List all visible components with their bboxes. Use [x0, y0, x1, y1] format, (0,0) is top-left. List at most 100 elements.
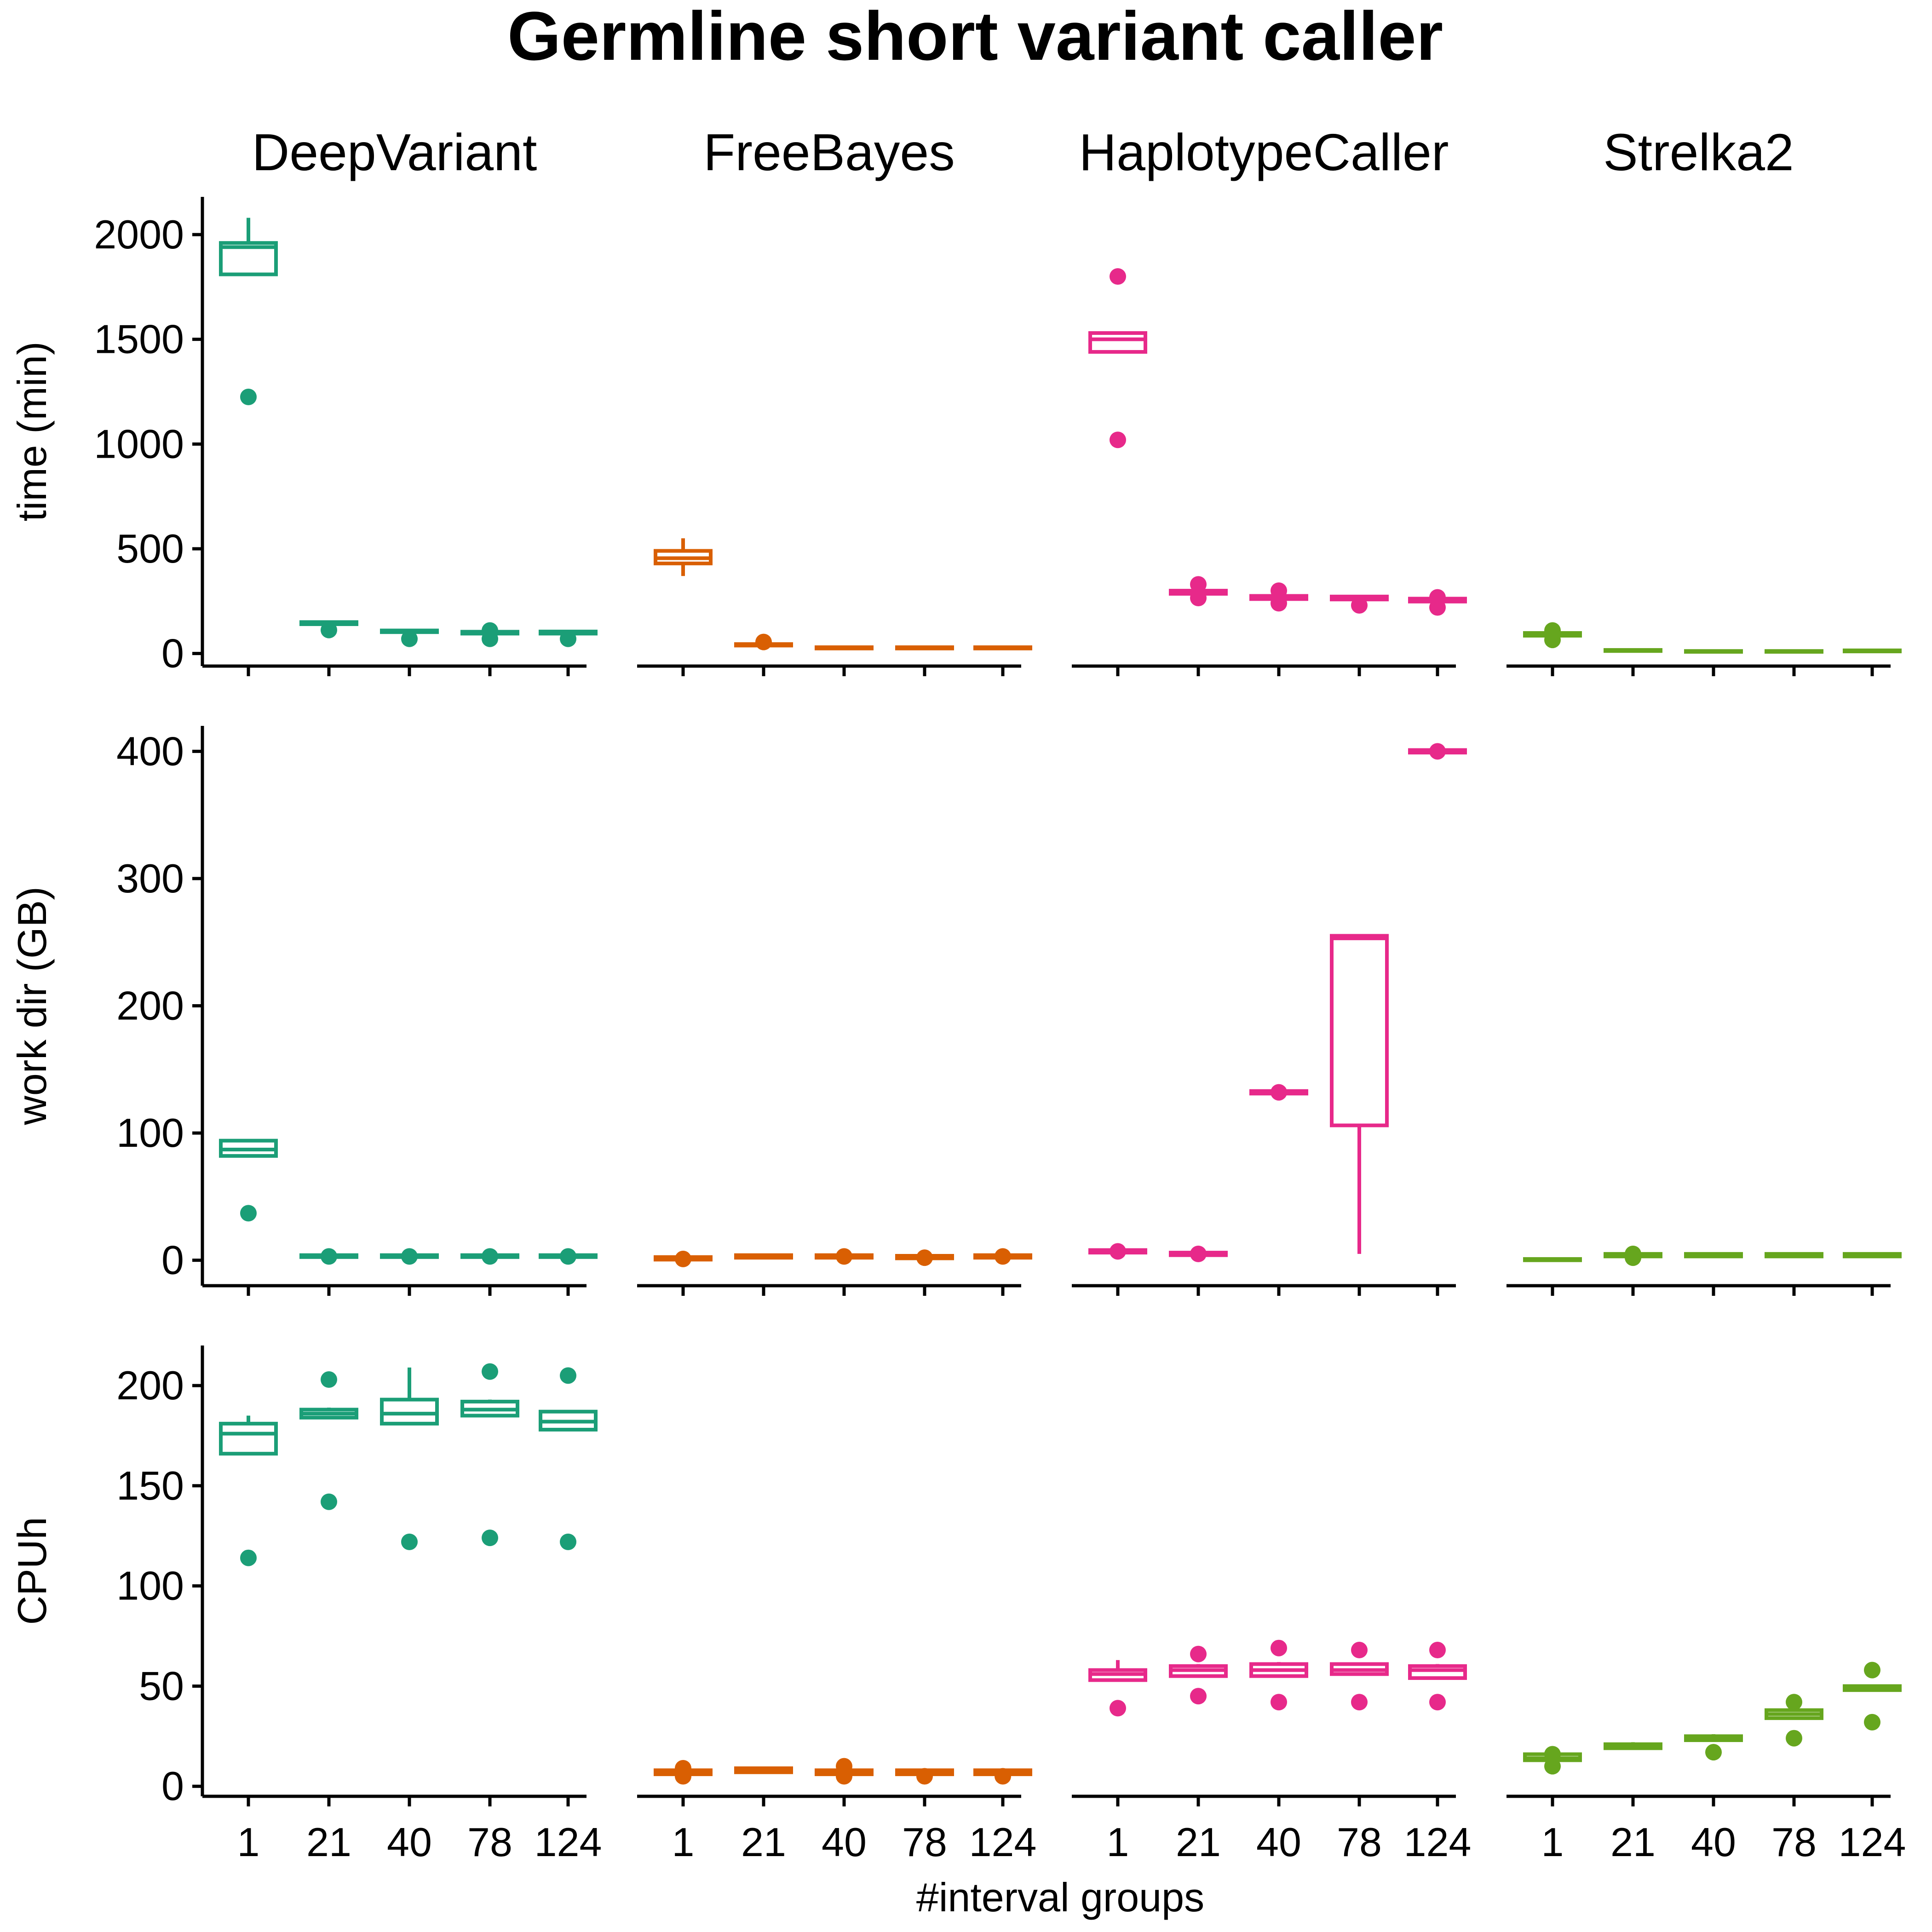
box-deepvariant-1	[219, 1138, 278, 1222]
x-tick-label: 40	[822, 1819, 867, 1865]
outlier-point	[321, 621, 337, 638]
box-iqr	[1408, 1664, 1467, 1680]
outlier-point	[240, 1549, 257, 1566]
box-strelka2-1	[1523, 622, 1582, 649]
panel-2-strelka2	[1506, 1662, 1902, 1806]
outlier-point	[1110, 1700, 1126, 1717]
y-tick-label: 200	[116, 983, 184, 1029]
box-freebayes-1	[654, 1250, 713, 1267]
outlier-point	[1864, 1714, 1880, 1731]
box-freebayes-1	[654, 538, 713, 576]
box-strelka2-40	[1684, 1734, 1743, 1761]
x-tick-label: 124	[1404, 1819, 1472, 1865]
y-tick-label: 100	[116, 1110, 184, 1156]
outlier-point	[1351, 1642, 1368, 1659]
box-freebayes-21	[734, 1253, 793, 1260]
facet-label-haplotypecaller: HaplotypeCaller	[1079, 123, 1449, 181]
box-deepvariant-1	[219, 218, 278, 405]
panel-1-deepvariant	[201, 726, 598, 1296]
outlier-point	[321, 1248, 337, 1265]
outlier-point	[1271, 595, 1287, 612]
y-axis-title: work dir (GB)	[9, 886, 55, 1125]
x-tick-label: 40	[387, 1819, 432, 1865]
box-haplotypecaller-1	[1088, 268, 1147, 448]
y-tick-label: 150	[116, 1463, 184, 1508]
panel-1-freebayes	[637, 1248, 1032, 1296]
outlier-point	[1786, 1694, 1802, 1711]
box-iqr	[1088, 331, 1147, 354]
box-deepvariant-78	[460, 622, 519, 647]
outlier-point	[916, 1249, 933, 1266]
y-tick-label: 400	[116, 728, 184, 774]
y-tick-label: 0	[161, 631, 184, 676]
box-deepvariant-21	[299, 620, 358, 638]
box-haplotypecaller-21	[1169, 1645, 1228, 1705]
box-deepvariant-124	[539, 1367, 598, 1550]
box-haplotypecaller-1	[1088, 1660, 1147, 1717]
outlier-point	[1429, 1642, 1446, 1659]
box-haplotypecaller-124	[1408, 743, 1467, 760]
outlier-point	[1705, 1744, 1722, 1761]
x-tick-label: 124	[535, 1819, 602, 1865]
outlier-point	[1190, 1645, 1207, 1662]
facet-panels	[201, 197, 1902, 1806]
outlier-point	[240, 388, 257, 405]
box-haplotypecaller-124	[1408, 589, 1467, 616]
chart-title: Germline short variant caller	[507, 0, 1443, 75]
x-tick-label: 40	[1256, 1819, 1301, 1865]
box-deepvariant-78	[460, 1248, 519, 1265]
y-tick-label: 200	[116, 1363, 184, 1408]
outlier-point	[401, 630, 418, 647]
outlier-point	[560, 1367, 576, 1384]
box-haplotypecaller-40	[1249, 582, 1308, 612]
outlier-point	[1544, 1746, 1561, 1763]
y-tick-label: 2000	[94, 212, 184, 257]
y-tick-label: 0	[161, 1237, 184, 1283]
outlier-point	[1190, 576, 1207, 593]
outlier-point	[1190, 1688, 1207, 1705]
box-freebayes-21	[734, 1766, 793, 1774]
outlier-point	[1110, 431, 1126, 448]
y-axis-title: CPUh	[9, 1517, 55, 1625]
box-strelka2-21	[1604, 648, 1662, 653]
outlier-point	[1190, 590, 1207, 607]
x-tick-label: 1	[672, 1819, 695, 1865]
x-axis-title: #interval groups	[916, 1874, 1204, 1920]
outlier-point	[560, 630, 576, 647]
outlier-point	[1271, 582, 1287, 599]
box-strelka2-40	[1684, 1252, 1743, 1259]
outlier-point	[321, 1493, 337, 1510]
facet-strips: DeepVariant FreeBayes HaplotypeCaller Strel…	[252, 123, 1794, 181]
y-tick-label: 1500	[94, 316, 184, 362]
box-haplotypecaller-40	[1249, 1084, 1308, 1101]
box-iqr	[219, 1421, 278, 1456]
outlier-point	[1110, 1243, 1126, 1260]
outlier-point	[482, 1363, 498, 1380]
panel-1-haplotypecaller	[1072, 743, 1467, 1296]
facet-label-freebayes: FreeBayes	[703, 123, 954, 181]
box-strelka2-78	[1765, 649, 1823, 654]
outlier-point	[836, 1758, 852, 1775]
outlier-point	[675, 1250, 691, 1267]
outlier-point	[1351, 1694, 1368, 1711]
outlier-point	[1271, 1084, 1287, 1101]
x-tick-label: 1	[1107, 1819, 1129, 1865]
box-freebayes-78	[895, 645, 954, 650]
x-tick-label: 21	[1610, 1819, 1656, 1865]
x-tick-label: 78	[1771, 1819, 1817, 1865]
panel-2-freebayes	[637, 1758, 1032, 1806]
facet-label-strelka2: Strelka2	[1603, 123, 1794, 181]
outlier-point	[1429, 743, 1446, 760]
box-deepvariant-21	[299, 1248, 358, 1265]
box-freebayes-124	[973, 1248, 1032, 1265]
outlier-point	[675, 1760, 691, 1777]
outlier-point	[1544, 1758, 1561, 1775]
box-haplotypecaller-21	[1169, 1245, 1228, 1262]
outlier-point	[1271, 1639, 1287, 1656]
box-freebayes-40	[815, 1758, 874, 1785]
outlier-point	[995, 1768, 1011, 1785]
box-strelka2-21	[1604, 1742, 1662, 1750]
outlier-point	[1544, 622, 1561, 639]
